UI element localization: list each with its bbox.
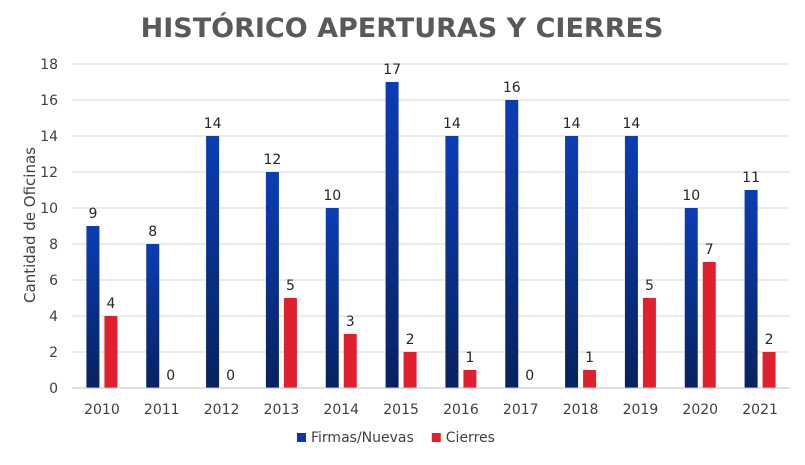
data-label-cierres-2012: 0 (226, 368, 235, 384)
data-label-cierres-2019: 5 (645, 278, 654, 294)
bar-firmas-nuevas-2020 (684, 208, 698, 388)
bar-firmas-nuevas-2018 (565, 136, 579, 388)
bar-firmas-nuevas-2010 (86, 226, 100, 388)
legend-swatch (297, 433, 306, 442)
bar-firmas-nuevas-2013 (265, 172, 279, 388)
legend-swatch (431, 433, 441, 442)
bar-cierres-2020 (702, 262, 716, 388)
y-tick-label: 14 (40, 129, 58, 145)
data-label-firmas-nuevas-2015: 17 (383, 62, 401, 78)
legend-item-cierres: Cierres (431, 430, 495, 446)
data-label-firmas-nuevas-2010: 9 (88, 206, 97, 222)
bar-firmas-nuevas-2012 (206, 136, 220, 388)
data-label-firmas-nuevas-2012: 14 (204, 116, 222, 132)
data-label-firmas-nuevas-2021: 11 (742, 170, 760, 186)
data-label-cierres-2016: 1 (465, 350, 474, 366)
data-label-cierres-2018: 1 (585, 350, 594, 366)
data-label-firmas-nuevas-2020: 10 (682, 188, 700, 204)
bar-cierres-2013 (283, 298, 297, 388)
data-label-firmas-nuevas-2013: 12 (264, 152, 282, 168)
y-axis-label: Cantidad de Oficinas (21, 147, 39, 303)
data-labels: 9 4 8 0 14 0 12 5 10 3 17 2 14 1 16 0 14 1 14 5 10 7 11 2 (88, 62, 773, 384)
bar-cierres-2010 (104, 316, 118, 388)
x-tick-label: 2019 (623, 402, 659, 418)
bar-cierres-2016 (463, 370, 477, 388)
gridlines (72, 63, 790, 353)
bar-firmas-nuevas-2011 (146, 244, 160, 388)
y-tick-label: 4 (49, 309, 58, 325)
data-label-firmas-nuevas-2017: 16 (503, 80, 521, 96)
bars (86, 82, 776, 388)
data-label-cierres-2017: 0 (525, 368, 534, 384)
bar-firmas-nuevas-2019 (624, 136, 638, 388)
x-tick-label: 2013 (264, 402, 300, 418)
legend-label: Cierres (446, 430, 495, 446)
data-label-cierres-2010: 4 (106, 296, 115, 312)
y-tick-label: 2 (49, 345, 58, 361)
data-label-cierres-2021: 2 (765, 332, 774, 348)
data-label-firmas-nuevas-2019: 14 (623, 116, 641, 132)
chart-title: HISTÓRICO APERTURAS Y CIERRES (141, 12, 664, 44)
bar-firmas-nuevas-2021 (744, 190, 758, 388)
bar-cierres-2014 (343, 334, 357, 388)
y-tick-label: 6 (49, 273, 58, 289)
x-tick-label: 2015 (383, 402, 419, 418)
data-label-firmas-nuevas-2018: 14 (563, 116, 581, 132)
y-tick-label: 16 (40, 93, 58, 109)
bar-firmas-nuevas-2014 (325, 208, 339, 388)
legend-label: Firmas/Nuevas (311, 430, 414, 446)
legend: Firmas/Nuevas Cierres (297, 430, 495, 446)
data-label-firmas-nuevas-2014: 10 (323, 188, 341, 204)
data-label-cierres-2015: 2 (406, 332, 415, 348)
bar-cierres-2021 (762, 352, 776, 388)
y-tick-label: 0 (49, 381, 58, 397)
data-label-firmas-nuevas-2016: 14 (443, 116, 461, 132)
bar-firmas-nuevas-2015 (385, 82, 399, 388)
x-tick-label: 2016 (443, 402, 479, 418)
x-tick-label: 2018 (563, 402, 599, 418)
x-tick-label: 2021 (742, 402, 778, 418)
x-axis-ticks: 2010 2011 2012 2013 2014 2015 2016 2017 2018 2019… (84, 402, 778, 418)
x-tick-label: 2010 (84, 402, 120, 418)
bar-cierres-2018 (583, 370, 597, 388)
x-tick-label: 2014 (323, 402, 359, 418)
y-axis-ticks: 0 2 4 6 8 10 12 14 16 18 (40, 57, 58, 397)
bar-cierres-2019 (642, 298, 656, 388)
y-tick-label: 8 (49, 237, 58, 253)
legend-item-firmas-nuevas: Firmas/Nuevas (297, 430, 414, 446)
y-tick-label: 10 (40, 201, 58, 217)
x-tick-label: 2012 (204, 402, 240, 418)
bar-firmas-nuevas-2016 (445, 136, 459, 388)
y-tick-label: 18 (40, 57, 58, 73)
bar-cierres-2015 (403, 352, 417, 388)
x-tick-label: 2020 (682, 402, 718, 418)
data-label-cierres-2013: 5 (286, 278, 295, 294)
y-tick-label: 12 (40, 165, 58, 181)
x-tick-label: 2011 (144, 402, 180, 418)
data-label-firmas-nuevas-2011: 8 (148, 224, 157, 240)
x-tick-label: 2017 (503, 402, 539, 418)
data-label-cierres-2011: 0 (166, 368, 175, 384)
data-label-cierres-2020: 7 (705, 242, 714, 258)
bar-firmas-nuevas-2017 (505, 100, 519, 388)
data-label-cierres-2014: 3 (346, 314, 355, 330)
